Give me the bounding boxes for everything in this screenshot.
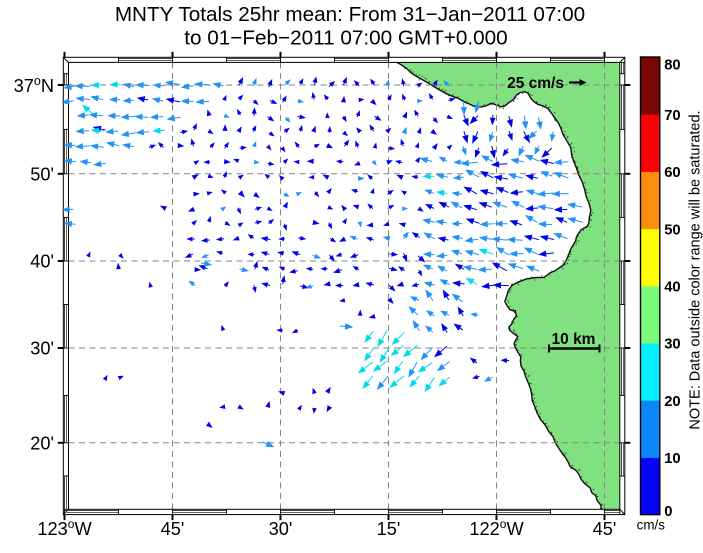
svg-text:20': 20' (30, 433, 54, 453)
svg-text:MNTY Totals 25hr mean: From 31: MNTY Totals 25hr mean: From 31−Jan−2011 … (115, 3, 585, 26)
svg-text:30: 30 (664, 337, 680, 353)
svg-text:80: 80 (664, 57, 680, 73)
svg-text:to 01−Feb−2011 07:00 GMT+0.000: to 01−Feb−2011 07:00 GMT+0.000 (184, 27, 507, 50)
svg-text:45': 45' (593, 519, 617, 539)
svg-text:10 km: 10 km (552, 331, 596, 348)
svg-text:122oW: 122oW (469, 517, 524, 539)
svg-text:60: 60 (664, 165, 680, 181)
svg-text:20: 20 (664, 394, 680, 410)
svg-text:40: 40 (664, 280, 680, 296)
svg-text:25 cm/s: 25 cm/s (507, 75, 564, 92)
svg-text:10: 10 (664, 451, 680, 467)
svg-text:NOTE: Data outside color range: NOTE: Data outside color range will be s… (688, 110, 703, 429)
svg-text:50: 50 (664, 222, 680, 238)
svg-text:15': 15' (377, 519, 401, 539)
svg-text:0: 0 (664, 504, 672, 520)
svg-text:70: 70 (664, 108, 680, 124)
svg-text:30': 30' (30, 339, 54, 359)
svg-text:30': 30' (269, 519, 293, 539)
svg-text:40': 40' (30, 252, 54, 272)
svg-text:cm/s: cm/s (637, 518, 666, 533)
svg-text:37oN: 37oN (14, 74, 54, 96)
svg-text:50': 50' (30, 164, 54, 184)
svg-text:45': 45' (161, 519, 185, 539)
svg-text:123oW: 123oW (37, 517, 92, 539)
